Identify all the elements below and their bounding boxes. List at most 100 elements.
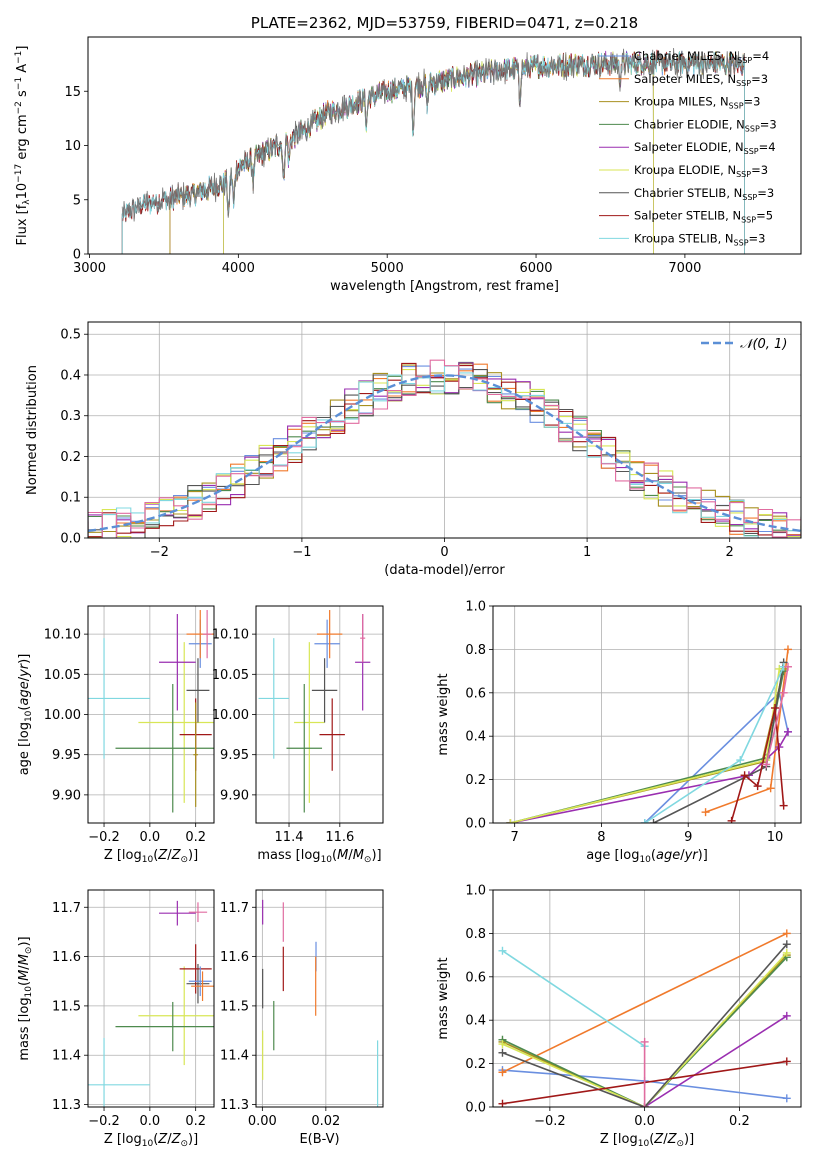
series-marker (506, 819, 515, 823)
series-marker (649, 819, 658, 823)
mass-vs-Z-axes: −0.2 0.0 0.2 11.3 11.4 11.5 11.6 11.7 (52, 890, 214, 1129)
errorbar-point (159, 900, 196, 926)
y-tick-label: 11.4 (220, 1049, 249, 1064)
series-marker (498, 1068, 507, 1077)
series-marker (782, 940, 791, 949)
errorbar-point (88, 1037, 150, 1107)
y-tick-label: 5 (73, 193, 81, 208)
y-tick-label: 10.10 (212, 628, 249, 643)
y-tick-label: 1.0 (465, 600, 486, 615)
age-vs-Z-plot-area (88, 610, 214, 813)
x-tick-label: 0.02 (311, 1114, 340, 1129)
errorbar-point (159, 614, 196, 711)
residuals-frame (87, 321, 802, 539)
errorbar-point (360, 614, 366, 663)
mass-weight-series-line (653, 662, 785, 823)
errorbar-point (115, 683, 214, 813)
observed-spectrum-line (121, 47, 745, 222)
errorbar-point (316, 610, 343, 659)
mass-weight-series-line (502, 956, 788, 1107)
mass-weight-series-line (502, 952, 788, 1107)
mass-vs-ebv-frame (255, 889, 384, 1108)
x-tick-label: −0.2 (534, 1114, 566, 1129)
series-marker (498, 1048, 507, 1057)
y-tick-label: 0 (73, 248, 81, 263)
series-marker (782, 1011, 791, 1020)
x-tick-label: 4000 (222, 261, 255, 276)
mass-vs-Z-plot-area (88, 900, 214, 1107)
x-tick-label: 0.0 (634, 1114, 655, 1129)
massweight-vs-age-axes: 7 8 9 10 0.0 0.2 0.4 0.6 0.8 1.0 (465, 600, 801, 845)
age-vs-Z-ylabel: age [log10(age/yr)] (17, 654, 34, 776)
y-tick-label: 0.0 (465, 1101, 486, 1116)
y-tick-label: 0.6 (465, 686, 486, 701)
spectrum-legend: Chabrier MILES, NSSP=4 Salpeter MILES, NS… (599, 49, 777, 247)
x-tick-label: 6000 (519, 261, 552, 276)
y-tick-label: 0.5 (60, 328, 81, 343)
mass-weight-series-line (644, 666, 785, 823)
y-tick-label: 10.05 (212, 668, 249, 683)
mass-vs-Z-xlabel: Z [log10(Z/Z⊙)] (104, 1132, 198, 1149)
spectrum-ylabel: Flux [fλ10−17 erg cm−2 s−1 A−1] (14, 46, 32, 246)
mass-vs-ebv-axes: 0.00 0.02 11.3 11.4 11.5 11.6 11.7 (220, 890, 383, 1129)
legend-entry: Chabrier MILES, NSSP=4 (634, 49, 769, 65)
errorbar-point (179, 944, 212, 994)
series-marker (498, 1040, 507, 1049)
mass-vs-Z-frame (87, 889, 215, 1108)
y-tick-label: 11.5 (52, 999, 81, 1014)
massweight-vs-Z-ylabel: mass weight (436, 957, 451, 1039)
errorbar-point (314, 619, 340, 668)
y-tick-label: 11.6 (220, 950, 249, 965)
y-tick-label: 15 (64, 85, 81, 100)
series-marker (640, 1103, 649, 1107)
legend-entry: Chabrier STELIB, NSSP=3 (634, 186, 774, 202)
y-tick-label: 0.0 (465, 817, 486, 832)
x-tick-label: 7 (511, 830, 519, 845)
legend-entry: Chabrier ELODIE, NSSP=3 (634, 117, 777, 133)
y-tick-label: 10.00 (212, 708, 249, 723)
errorbar-point (319, 698, 345, 771)
massweight-vs-Z-frame (492, 889, 802, 1108)
y-tick-label: 11.3 (220, 1098, 249, 1113)
residuals-plot-area (88, 359, 801, 538)
x-tick-label: 0.0 (140, 1114, 161, 1129)
x-tick-label: 10 (767, 830, 784, 845)
residuals-xlabel: (data-model)/error (384, 563, 505, 578)
massweight-vs-age-plot-area (506, 645, 792, 823)
errorbar-point (311, 658, 338, 723)
errorbar-point (193, 702, 198, 807)
mass-weight-series-line (510, 670, 785, 823)
legend-entry: Kroupa MILES, NSSP=3 (634, 95, 760, 111)
x-tick-label: −2 (150, 545, 169, 560)
series-marker (753, 782, 762, 791)
series-marker (783, 662, 792, 671)
y-tick-label: 0.3 (60, 409, 81, 424)
y-tick-label: 9.95 (220, 748, 249, 763)
y-tick-label: 10.05 (44, 668, 81, 683)
y-tick-label: 1.0 (465, 884, 486, 899)
y-tick-label: 0.1 (60, 491, 81, 506)
y-tick-label: 9.95 (52, 748, 81, 763)
series-marker (779, 688, 788, 697)
series-marker (783, 645, 792, 654)
mass-weight-series-line (510, 668, 785, 823)
series-marker (640, 1037, 649, 1046)
age-vs-mass-frame (255, 605, 384, 824)
legend-entry: Salpeter STELIB, NSSP=5 (634, 209, 773, 225)
series-marker (782, 948, 791, 957)
series-marker (740, 771, 749, 780)
x-tick-label: −0.2 (88, 830, 120, 845)
y-tick-label: 11.5 (220, 999, 249, 1014)
x-tick-label: 2 (726, 545, 734, 560)
y-tick-label: 11.7 (52, 901, 81, 916)
spectrum-xlabel: wavelength [Angstrom, rest frame] (330, 279, 559, 294)
histogram-step-line (88, 359, 801, 538)
errorbar-point (115, 1001, 214, 1052)
y-tick-label: 9.90 (220, 788, 249, 803)
errorbar-point (186, 963, 210, 1004)
y-tick-label: 0.4 (465, 1014, 486, 1029)
spectrum-axes: 3000 4000 5000 6000 7000 0 5 10 15 (64, 85, 701, 276)
legend-entry: Salpeter ELODIE, NSSP=4 (634, 140, 776, 156)
errorbar-point (88, 638, 150, 759)
x-tick-label: 11.4 (275, 830, 304, 845)
